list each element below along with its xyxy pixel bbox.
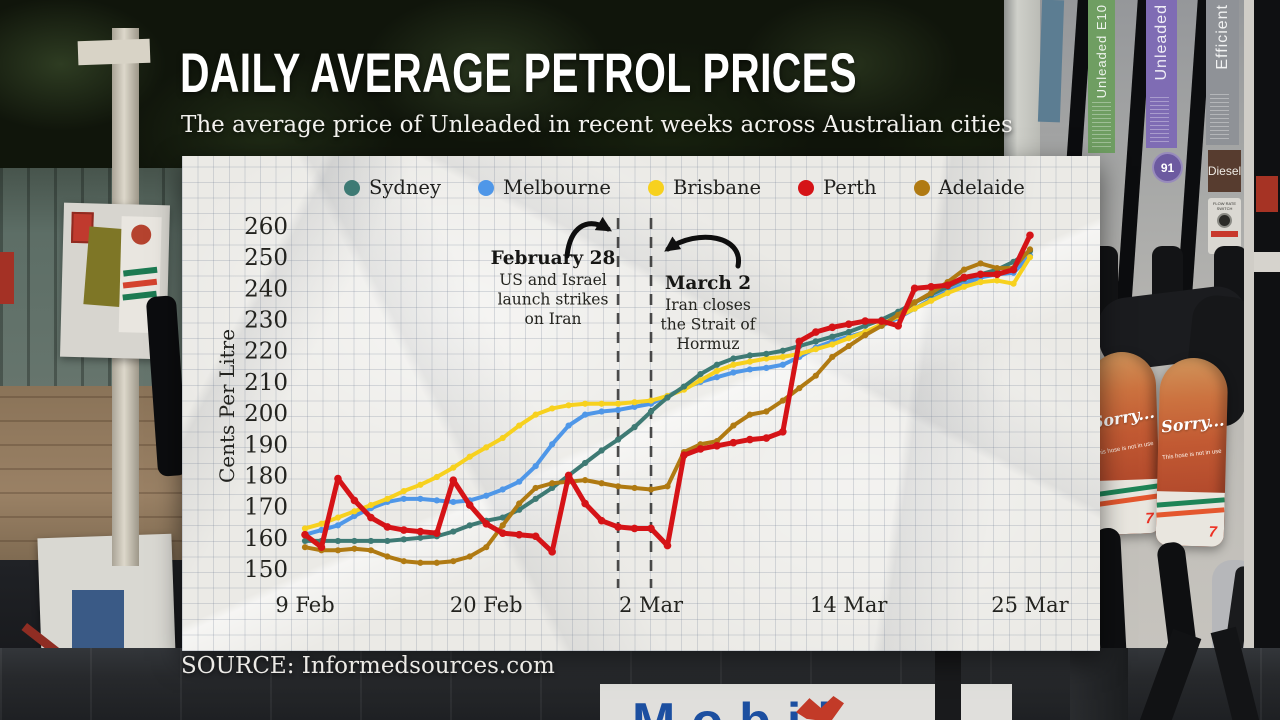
series-points-adelaide — [301, 246, 1034, 566]
pillar-red-sticker — [1256, 176, 1278, 212]
efficient-strip-label: Efficient — [1213, 4, 1231, 70]
event-title: February 28 — [491, 248, 616, 269]
y-tick-label: 230 — [244, 308, 288, 334]
y-axis-title: Cents Per Litre — [215, 329, 239, 483]
brand-stripe-orange — [1156, 507, 1225, 518]
legend-item-sydney: Sydney — [344, 176, 441, 199]
chart-plot: 150 160 170 180 190 200 210 220 230 240 250 260 9 Fe… — [215, 214, 1070, 617]
legend-swatch-icon — [647, 179, 664, 196]
mobil-wordmark: Mobil — [632, 692, 848, 720]
sticker-dial — [1217, 213, 1232, 228]
series-points-perth — [301, 231, 1034, 556]
x-tick-label: 14 Mar — [810, 593, 888, 617]
x-tick-label: 25 Mar — [991, 593, 1069, 617]
y-tick-label: 180 — [244, 463, 288, 489]
red-sign-fragment — [0, 252, 14, 304]
cover-brand-band: 7 — [1155, 491, 1225, 547]
source-credit: SOURCE: Informedsources.com — [181, 653, 555, 679]
event-text-line: the Strait of — [661, 316, 757, 334]
y-tick-label: 200 — [244, 401, 288, 427]
poster-stripe — [122, 278, 158, 289]
page-title: DAILY AVERAGE PETROL PRICES — [180, 41, 857, 104]
event-text-line: on Iran — [525, 310, 582, 328]
sorry-text: Sorry... — [1160, 410, 1226, 437]
fuel-strip-e10: Unleaded E10 — [1088, 0, 1115, 153]
event-text-line: launch strikes — [498, 291, 609, 309]
sorry-subtext: This hose is not in use — [1094, 440, 1155, 458]
x-tick-label: 20 Feb — [450, 593, 523, 617]
chart-legend: Sydney Melbourne Brisbane Perth Adelaide — [344, 176, 1025, 199]
strip-fine-print — [1150, 96, 1169, 142]
sticker-text: FLOW RATE SWITCH — [1212, 201, 1237, 211]
legend-item-melbourne: Melbourne — [477, 176, 611, 199]
event-text-line: US and Israel — [499, 271, 607, 289]
station-pillar — [1004, 0, 1042, 160]
cover-brand-band: 7 — [1091, 478, 1162, 536]
sticker-stripe — [1211, 231, 1238, 237]
flow-rate-sticker: FLOW RATE SWITCH — [1208, 198, 1241, 254]
legend-label: Perth — [823, 176, 877, 199]
event-title: March 2 — [665, 273, 751, 294]
diesel-label: Diesel — [1208, 150, 1241, 192]
y-tick-label: 190 — [244, 432, 288, 458]
chart-panel: Sydney Melbourne Brisbane Perth Adelaide 150… — [182, 156, 1100, 651]
legend-item-perth: Perth — [798, 176, 877, 199]
legend-label: Sydney — [369, 176, 441, 199]
event-text-line: Hormuz — [676, 335, 739, 353]
legend-label: Melbourne — [502, 176, 611, 199]
octane-91-badge: 91 — [1152, 152, 1183, 183]
y-tick-label: 210 — [244, 370, 288, 396]
legend-swatch-icon — [913, 179, 930, 196]
legend-swatch-icon — [344, 179, 360, 196]
dark-strut — [935, 648, 961, 720]
sorry-nozzle-cover: Sorry... This hose is not in use 7 — [1155, 357, 1229, 547]
pillar-edge — [1244, 0, 1254, 720]
legend-swatch-icon — [477, 179, 494, 196]
y-tick-label: 250 — [244, 245, 288, 271]
legend-item-brisbane: Brisbane — [647, 176, 762, 199]
y-tick-label: 170 — [244, 495, 288, 521]
sorry-subtext: This hose is not in use — [1161, 448, 1222, 462]
y-tick-label: 160 — [244, 526, 288, 552]
y-tick-label: 240 — [244, 276, 288, 302]
seven-eleven-logo: 7 — [1208, 523, 1218, 541]
x-tick-label: 9 Feb — [275, 593, 334, 617]
unleaded-strip-label: Unleaded — [1152, 4, 1170, 81]
pillar-band — [1254, 252, 1280, 272]
page-subtitle: The average price of Unleaded in recent … — [181, 112, 1013, 138]
poster-figure — [130, 224, 152, 245]
legend-label: Brisbane — [672, 176, 762, 199]
y-tick-label: 150 — [244, 557, 288, 583]
y-tick-label: 220 — [244, 339, 288, 365]
legend-item-adelaide: Adelaide — [913, 176, 1025, 199]
event-text-line: Iran closes — [665, 296, 751, 314]
y-tick-label: 260 — [244, 214, 288, 240]
strip-fine-print — [1210, 93, 1229, 139]
x-tick-label: 2 Mar — [619, 593, 684, 617]
brand-stripe-green — [1156, 497, 1225, 508]
legend-swatch-icon — [798, 179, 815, 196]
fuel-strip-unleaded: Unleaded — [1146, 0, 1177, 148]
fuel-strip-diesel: Efficient — [1206, 0, 1239, 145]
seven-eleven-logo: 7 — [1145, 510, 1154, 528]
signpost-plate — [77, 38, 151, 66]
black-pillar — [1254, 0, 1280, 720]
e10-strip-label: Unleaded E10 — [1094, 4, 1109, 99]
strip-fine-print — [1092, 101, 1111, 147]
legend-label: Adelaide — [938, 176, 1025, 199]
event-arrow — [564, 216, 613, 259]
dark-strut — [1070, 648, 1128, 720]
poster-stripe — [123, 266, 158, 277]
event-arrow — [664, 234, 741, 269]
fuel-strip-premium — [1037, 0, 1065, 123]
notice-photo — [72, 590, 124, 648]
